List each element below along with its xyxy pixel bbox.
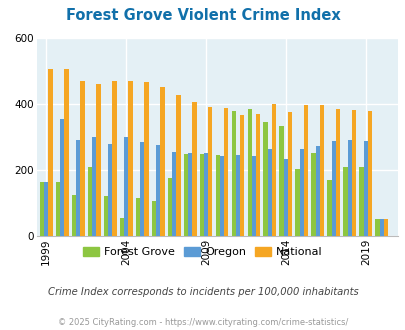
Bar: [240, 115, 244, 236]
Bar: [319, 105, 324, 236]
Bar: [247, 109, 251, 236]
Bar: [124, 137, 128, 236]
Bar: [92, 137, 96, 236]
Bar: [171, 152, 176, 236]
Bar: [231, 111, 235, 236]
Bar: [256, 114, 260, 236]
Bar: [379, 219, 383, 236]
Bar: [224, 108, 228, 236]
Bar: [271, 104, 276, 236]
Bar: [119, 218, 124, 236]
Bar: [160, 87, 164, 236]
Bar: [327, 180, 331, 236]
Bar: [208, 107, 212, 236]
Bar: [40, 182, 44, 236]
Bar: [64, 69, 68, 236]
Bar: [363, 141, 367, 236]
Legend: Forest Grove, Oregon, National: Forest Grove, Oregon, National: [79, 243, 326, 262]
Bar: [144, 82, 148, 236]
Bar: [351, 110, 356, 236]
Bar: [44, 182, 48, 236]
Bar: [283, 159, 288, 236]
Bar: [76, 140, 80, 236]
Bar: [288, 112, 292, 236]
Bar: [108, 144, 112, 236]
Bar: [251, 156, 256, 236]
Bar: [156, 145, 160, 236]
Bar: [335, 109, 339, 236]
Bar: [140, 142, 144, 236]
Text: Crime Index corresponds to incidents per 100,000 inhabitants: Crime Index corresponds to incidents per…: [47, 287, 358, 297]
Bar: [263, 122, 267, 236]
Bar: [303, 105, 308, 236]
Bar: [176, 95, 180, 236]
Bar: [48, 69, 53, 236]
Bar: [315, 146, 319, 236]
Bar: [112, 81, 116, 236]
Bar: [279, 126, 283, 236]
Bar: [128, 81, 132, 236]
Bar: [383, 219, 388, 236]
Bar: [358, 167, 363, 236]
Text: © 2025 CityRating.com - https://www.cityrating.com/crime-statistics/: © 2025 CityRating.com - https://www.city…: [58, 318, 347, 327]
Bar: [203, 153, 208, 236]
Bar: [347, 140, 351, 236]
Bar: [80, 81, 84, 236]
Bar: [188, 153, 192, 236]
Bar: [219, 156, 224, 236]
Bar: [167, 178, 171, 236]
Bar: [199, 154, 203, 236]
Text: Forest Grove Violent Crime Index: Forest Grove Violent Crime Index: [66, 8, 339, 23]
Bar: [71, 195, 76, 236]
Bar: [60, 119, 64, 236]
Bar: [367, 111, 371, 236]
Bar: [96, 84, 100, 236]
Bar: [215, 155, 219, 236]
Bar: [55, 182, 60, 236]
Bar: [135, 198, 140, 236]
Bar: [299, 149, 303, 236]
Bar: [331, 141, 335, 236]
Bar: [183, 154, 188, 236]
Bar: [192, 102, 196, 236]
Bar: [151, 201, 156, 236]
Bar: [343, 167, 347, 236]
Bar: [103, 196, 108, 236]
Bar: [311, 153, 315, 236]
Bar: [235, 155, 240, 236]
Bar: [87, 167, 92, 236]
Bar: [375, 219, 379, 236]
Bar: [267, 148, 271, 236]
Bar: [295, 169, 299, 236]
